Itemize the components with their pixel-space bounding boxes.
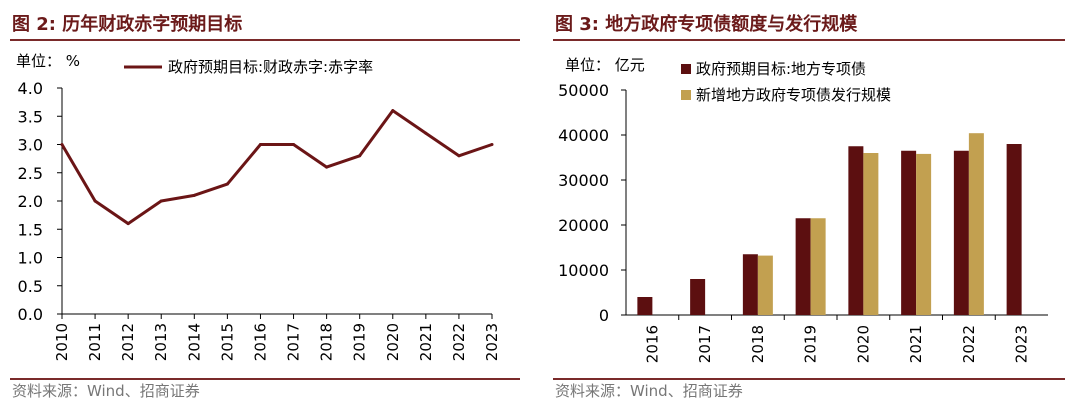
right-x-tick-label: 2022 [960,325,978,363]
left-x-tick-label: 2016 [251,323,269,361]
deficit-rate-point [192,193,196,197]
left-x-tick-label: 2023 [483,323,501,361]
left-source-note: 资料来源：Wind、招商证券 [12,382,200,400]
deficit-rate-point [225,182,229,186]
left-y-tick-label: 2.0 [18,192,43,211]
left-y-tick-label: 1.0 [18,249,43,268]
left-y-tick-label: 3.0 [18,136,43,155]
right-source-note: 资料来源：Wind、招商证券 [555,382,743,400]
right-source-rule [553,378,1065,380]
issuance-bar [968,133,984,315]
right-y-tick-label: 30000 [558,171,609,190]
deficit-rate-point [391,109,395,113]
left-x-tick-label: 2022 [450,323,468,361]
right-x-tick-label: 2018 [749,325,767,363]
right-x-tick-label: 2021 [907,325,925,363]
left-figure-panel: 图 2: 历年财政赤字预期目标 单位： % 政府预期目标:财政赤字:赤字率 0.0 0… [0,0,530,414]
right-figure-panel: 图 3: 地方政府专项债额度与发行规模 单位： 亿元 政府预期目标:地方专项债新增… [543,0,1080,414]
right-unit-label: 单位： 亿元 [565,56,645,74]
deficit-rate-point [60,143,64,146]
right-legend-swatch [681,64,691,74]
right-y-tick-label: 10000 [558,261,609,280]
quota-bar [901,150,917,315]
quota-bar [742,254,758,315]
deficit-rate-point [325,165,329,169]
left-y-tick-label: 3.5 [18,107,43,126]
deficit-rate-point [490,143,494,146]
deficit-rate-point [292,143,296,146]
left-y-tick-label: 0.5 [18,277,43,296]
left-x-tick-label: 2011 [86,323,104,361]
issuance-bar [810,218,826,315]
deficit-line-chart: 单位： % 政府预期目标:财政赤字:赤字率 0.0 0.5 1.0 1.5 2.0 2.5 3.… [16,52,501,361]
quota-bar [795,218,811,315]
left-x-tick-label: 2021 [417,323,435,361]
quota-bar [848,146,864,315]
deficit-rate-line [60,109,493,226]
left-title-rule [10,39,520,41]
left-legend-label: 政府预期目标:财政赤字:赤字率 [168,58,373,76]
left-y-tick-label: 4.0 [18,79,43,98]
right-title-rule [553,39,1065,41]
deficit-rate-point [159,199,163,203]
deficit-rate-point [457,154,461,158]
left-x-tick-label: 2019 [351,323,369,361]
left-x-tick-label: 2018 [318,323,336,361]
deficit-rate-point [126,222,130,226]
deficit-rate-point [358,154,362,158]
left-x-tick-label: 2013 [152,323,170,361]
quota-bar [690,279,706,315]
right-y-tick-label: 20000 [558,216,609,235]
right-figure-title: 图 3: 地方政府专项债额度与发行规模 [555,14,858,35]
left-y-tick-label: 1.5 [18,220,43,239]
left-unit-label: 单位： % [16,52,80,70]
left-x-tick-label: 2017 [285,323,303,361]
left-source-rule [10,378,520,380]
left-x-tick-label: 2014 [185,323,203,361]
right-x-tick-label: 2017 [696,325,714,363]
left-x-tick-label: 2020 [384,323,402,361]
left-x-tick-label: 2015 [218,323,236,361]
right-y-tick-label: 50000 [558,81,609,100]
left-x-tick-label: 2010 [53,323,71,361]
right-y-tick-label: 0 [599,306,609,325]
issuance-bar [757,255,773,315]
right-x-tick-label: 2019 [802,325,820,363]
right-x-tick-label: 2016 [643,325,661,363]
deficit-rate-point [93,199,97,203]
deficit-rate-point [424,131,428,135]
quota-bar [637,297,653,315]
right-x-tick-label: 2023 [1013,325,1031,363]
issuance-bar [863,153,879,315]
left-y-tick-label: 0.0 [18,305,43,324]
issuance-bar [916,153,932,315]
right-legend-label: 政府预期目标:地方专项债 [696,60,866,78]
right-x-tick-label: 2020 [854,325,872,363]
quota-bar [953,150,969,315]
left-x-tick-label: 2012 [119,323,137,361]
right-legend-swatch [681,90,691,100]
quota-bar [1006,144,1022,315]
right-legend-label: 新增地方政府专项债发行规模 [696,86,891,104]
left-figure-title: 图 2: 历年财政赤字预期目标 [12,14,243,35]
left-y-tick-label: 2.5 [18,164,43,183]
deficit-rate-point [258,143,262,146]
right-y-tick-label: 40000 [558,126,609,145]
